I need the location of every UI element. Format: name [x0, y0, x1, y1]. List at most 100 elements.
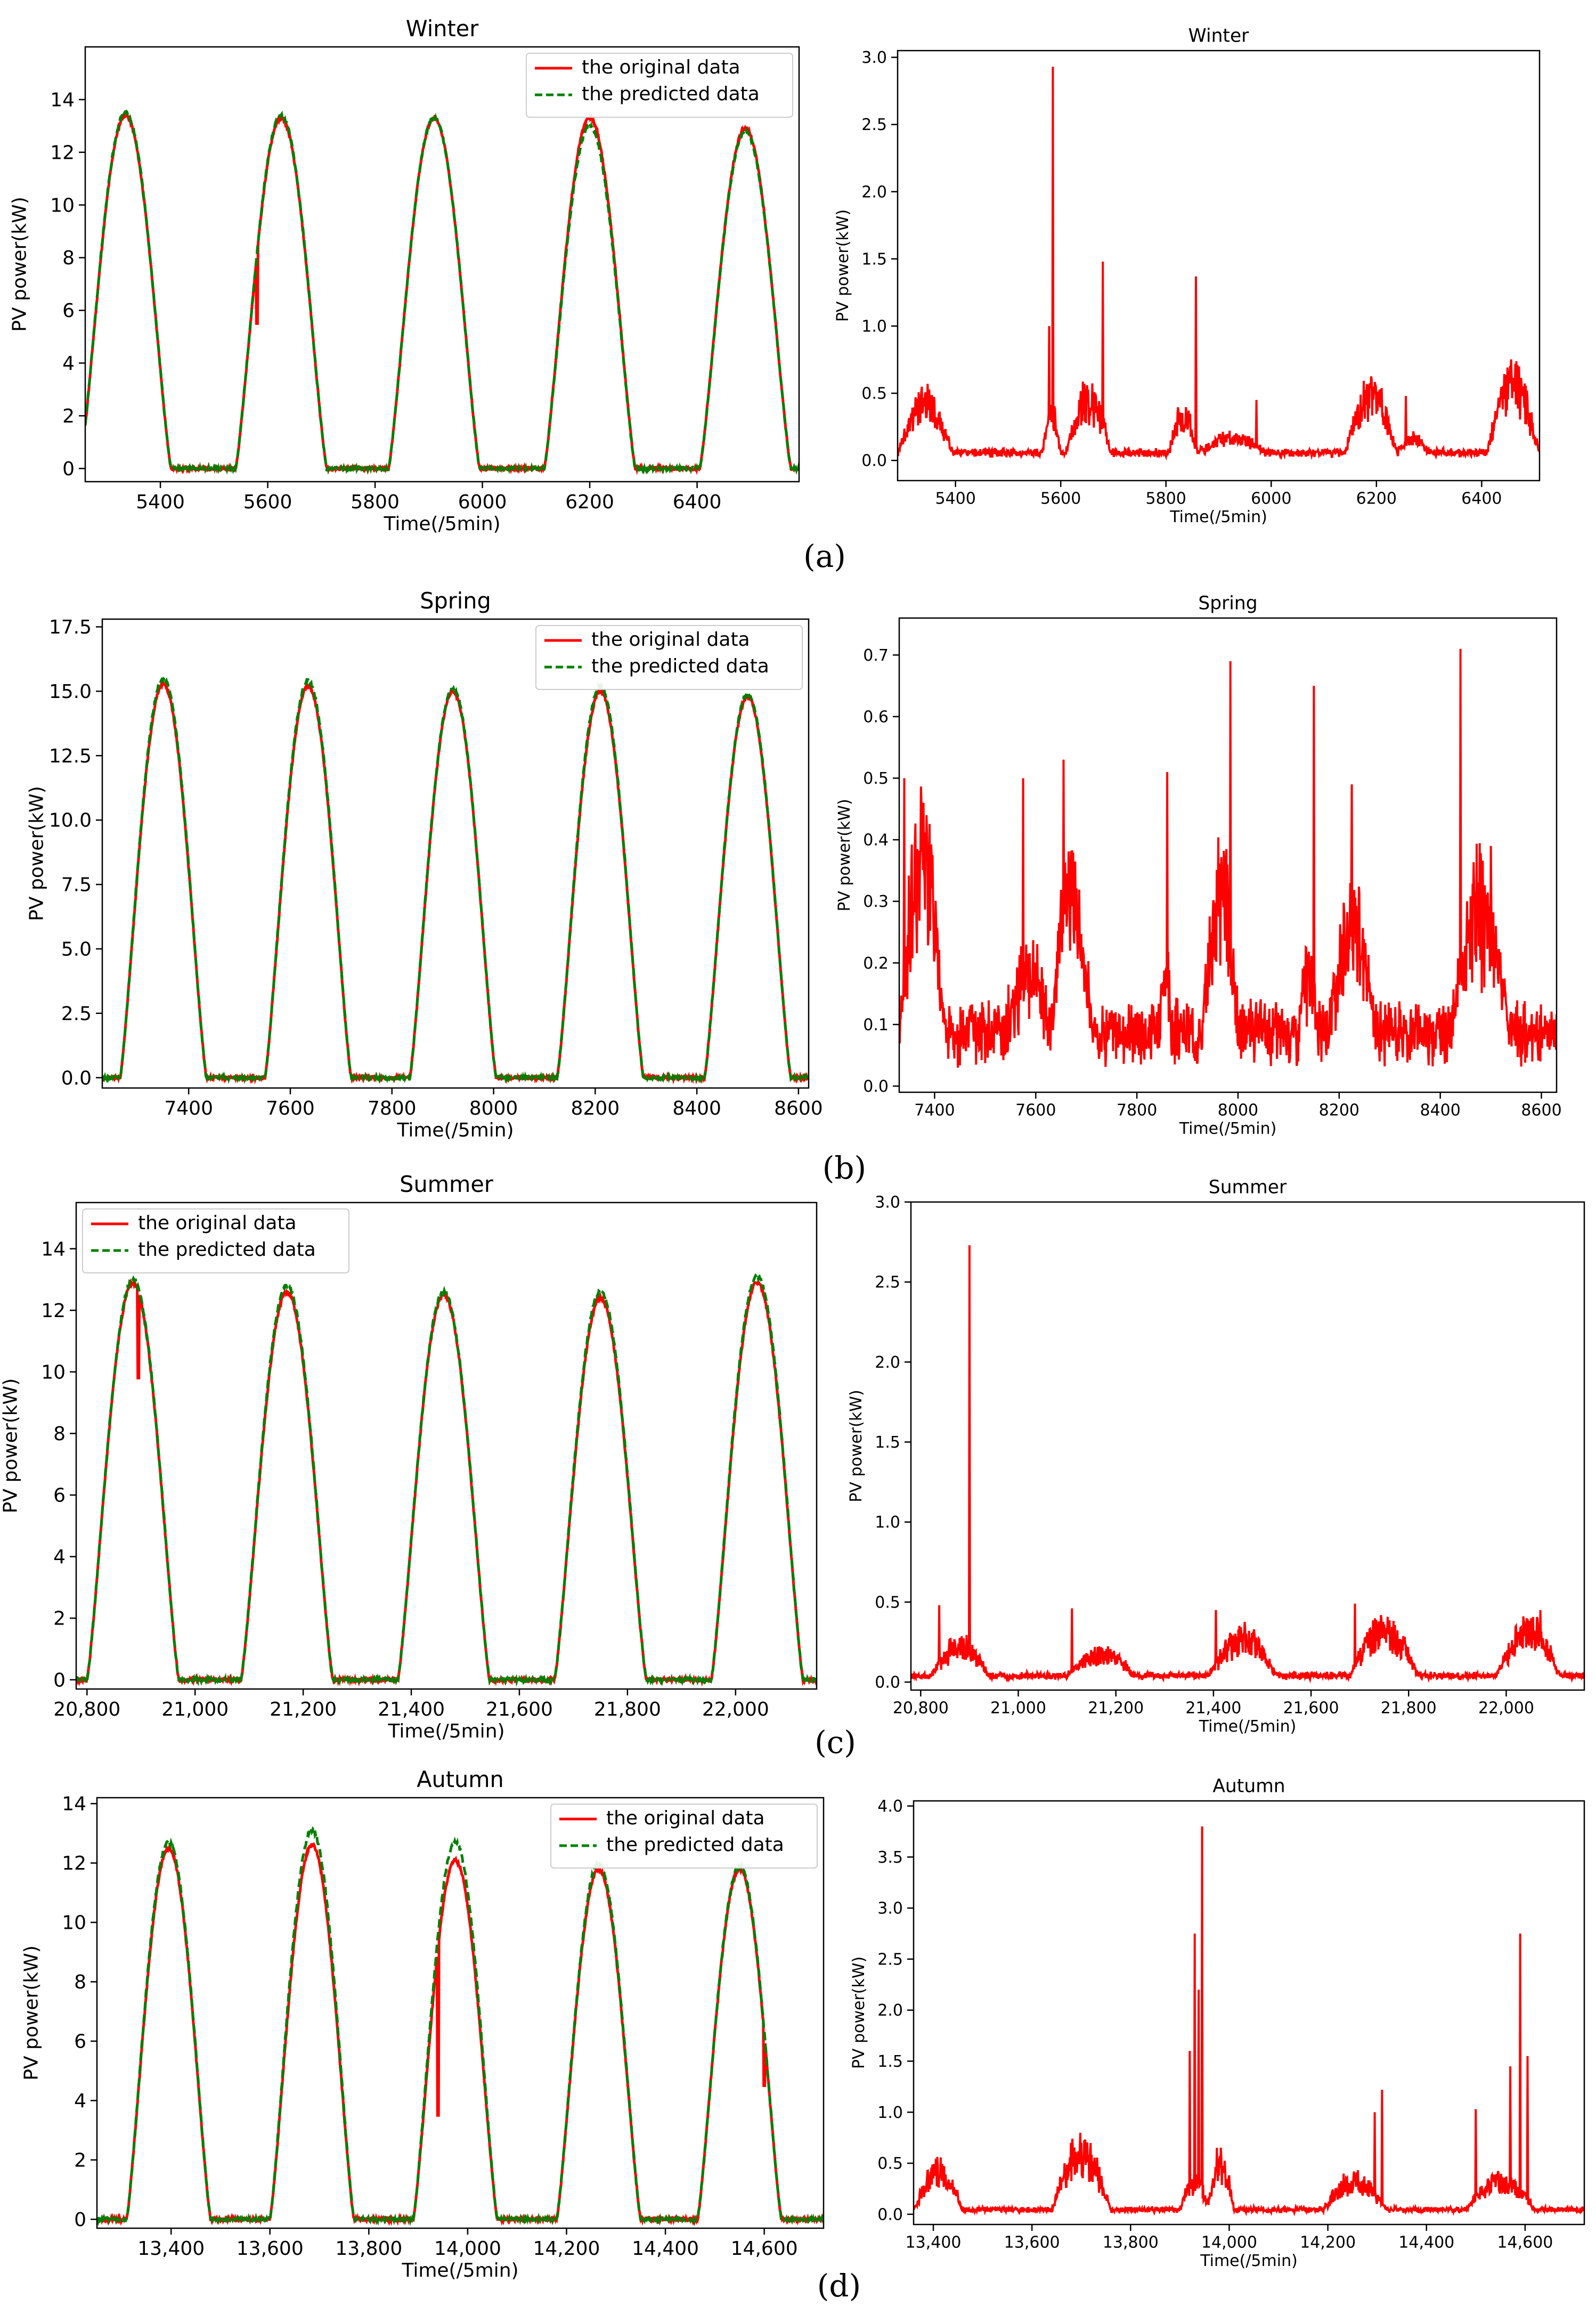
y-axis-label: PV power(kW) [20, 1945, 42, 2081]
x-tick-label: 5800 [1146, 490, 1186, 508]
x-tick-label: 8400 [672, 1098, 721, 1119]
x-tick-label: 13,800 [1103, 2234, 1159, 2252]
autumn-error-chart: 13,400 13,600 13,800 14,000 14,200 14,400 14,6… [850, 1776, 1585, 2270]
legend-entry: the original data [138, 1212, 297, 1234]
y-tick-label: 4.0 [877, 1797, 903, 1816]
x-tick-label: 21,800 [1381, 1699, 1437, 1718]
panel-label-c: (c) [815, 1724, 856, 1760]
legend-entry: the predicted data [606, 1834, 784, 1856]
y-tick-label: 0.5 [877, 2155, 903, 2173]
x-tick-label: 20,800 [893, 1699, 949, 1718]
x-axis-label: Time(/5min) [1169, 508, 1267, 526]
x-tick-label: 13,400 [137, 2238, 205, 2260]
x-tick-label: 6200 [1356, 490, 1397, 508]
plot-frame [913, 1800, 1585, 2226]
y-tick-label: 2.0 [877, 2001, 903, 2020]
chart-title: Autumn [1212, 1776, 1285, 1797]
legend-entry: the predicted data [582, 83, 760, 105]
x-tick-label: 21,800 [594, 1699, 661, 1720]
panel-label-b: (b) [823, 1150, 866, 1186]
y-tick-label: 7.5 [61, 874, 92, 896]
x-axis-label: Time(/5min) [387, 1720, 504, 1742]
x-tick-label: 6200 [565, 491, 614, 513]
x-tick-label: 22,000 [702, 1699, 769, 1720]
series-line-predicted [76, 1273, 817, 1687]
legend-entry: the original data [591, 629, 750, 651]
chart-title: Summer [400, 1172, 494, 1197]
y-tick-label: 4 [74, 2090, 86, 2112]
chart-title: Winter [406, 16, 479, 42]
y-tick-label: 0.3 [863, 892, 889, 911]
series-line-predicted [85, 108, 799, 475]
x-tick-label: 14,200 [1300, 2234, 1356, 2252]
y-tick-label: 5.0 [61, 939, 92, 961]
summer-error-chart: 20,800 21,000 21,200 21,400 21,600 21,800 22,0… [847, 1177, 1585, 1736]
x-tick-label: 6400 [673, 491, 722, 513]
x-axis-label: Time(/5min) [401, 2260, 518, 2281]
series-line-original [85, 109, 799, 475]
y-tick-label: 10 [50, 194, 75, 216]
y-tick-label: 2.0 [861, 183, 887, 201]
y-tick-label: 0 [62, 458, 75, 480]
y-tick-label: 2 [53, 1608, 66, 1630]
y-tick-label: 10 [62, 1912, 86, 1934]
x-tick-label: 21,400 [1185, 1699, 1241, 1718]
panel-label-a: (a) [803, 538, 846, 574]
x-tick-label: 7400 [164, 1098, 213, 1119]
y-tick-label: 0 [53, 1669, 66, 1691]
y-tick-label: 2.0 [875, 1353, 900, 1372]
y-tick-label: 0.2 [863, 954, 889, 973]
chart-title: Spring [420, 588, 491, 614]
y-tick-label: 0.0 [861, 452, 887, 470]
series-line-original [76, 1278, 817, 1687]
y-tick-label: 2.5 [875, 1273, 900, 1292]
y-tick-label: 1.5 [877, 2052, 903, 2071]
plot-frame [101, 618, 810, 1089]
y-tick-label: 12.5 [49, 745, 92, 767]
x-tick-label: 5400 [136, 491, 185, 513]
y-tick-label: 3.5 [877, 1848, 903, 1867]
x-tick-label: 5600 [243, 491, 292, 513]
y-axis-label: PV power(kW) [850, 1956, 868, 2069]
x-tick-label: 14,000 [1201, 2234, 1257, 2252]
legend-entry: the predicted data [138, 1239, 316, 1261]
y-tick-label: 6 [62, 300, 75, 322]
y-tick-label: 0.6 [863, 708, 889, 726]
chart-title: Autumn [417, 1767, 504, 1792]
x-axis-label: Time(/5min) [1200, 2252, 1298, 2270]
legend-entry: the predicted data [591, 655, 769, 677]
x-axis-label: Time(/5min) [1199, 1717, 1297, 1736]
x-tick-label: 6000 [458, 491, 507, 513]
y-tick-label: 1.5 [861, 250, 887, 269]
x-tick-label: 14,600 [1497, 2234, 1553, 2252]
y-axis-label: PV power(kW) [847, 1390, 866, 1502]
x-tick-label: 7800 [368, 1098, 417, 1119]
x-tick-label: 14,400 [1398, 2234, 1454, 2252]
legend [535, 625, 803, 690]
y-axis-label: PV power(kW) [9, 197, 30, 332]
y-tick-label: 0.0 [863, 1077, 889, 1096]
chart-title: Spring [1198, 593, 1257, 614]
panel-label-d: (d) [817, 2268, 861, 2304]
y-tick-label: 0.0 [61, 1067, 92, 1089]
y-tick-label: 1.0 [877, 2104, 903, 2122]
plot-frame [84, 46, 800, 483]
y-tick-label: 14 [41, 1238, 66, 1260]
y-tick-label: 3.0 [875, 1193, 900, 1212]
plot-frame [910, 1201, 1585, 1691]
y-tick-label: 6 [53, 1485, 66, 1507]
autumn-power-chart: 13,400 13,600 13,800 14,000 14,200 14,400 14,6… [20, 1767, 825, 2281]
y-tick-label: 0 [74, 2209, 86, 2231]
y-tick-label: 12 [62, 1853, 86, 1874]
chart-title: Winter [1188, 26, 1250, 47]
x-tick-label: 8600 [774, 1098, 823, 1119]
y-tick-label: 10.0 [49, 810, 92, 832]
x-tick-label: 21,600 [486, 1699, 553, 1720]
y-tick-label: 0.1 [863, 1016, 889, 1034]
y-tick-label: 0.5 [863, 769, 889, 788]
x-tick-label: 7800 [1117, 1101, 1157, 1120]
x-tick-label: 6400 [1461, 490, 1502, 508]
y-tick-label: 2 [62, 405, 75, 427]
x-tick-label: 14,200 [533, 2238, 600, 2260]
